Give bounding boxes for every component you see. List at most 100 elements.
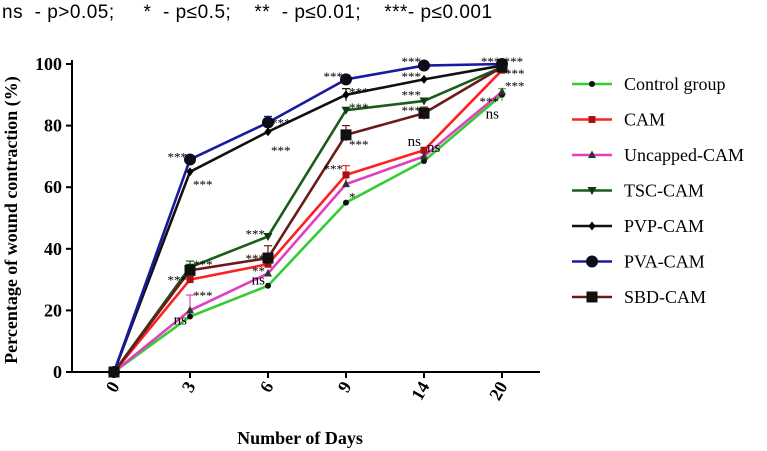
annotation-significance: *** (168, 273, 188, 288)
annotation-significance: *** (271, 115, 291, 130)
marker-pvp-cam (342, 90, 350, 100)
y-tick-label: 40 (44, 239, 62, 259)
significance-note: ns - p>0.05; * - p≤0.5; ** - p≤0.01; ***… (2, 2, 493, 23)
legend-label-sbd-cam: SBD-CAM (624, 287, 706, 307)
annotation-significance: *** (193, 288, 213, 303)
marker-uncapped-cam (498, 87, 506, 95)
annotation-ns: ns (252, 273, 266, 289)
annotation-significance: *** (505, 78, 525, 93)
legend-marker-control-group (589, 81, 595, 87)
marker-pva-cam (340, 73, 352, 86)
annotation-significance: *** (402, 54, 422, 69)
annotation-significance: *** (246, 251, 266, 266)
marker-tsc-cam (263, 232, 273, 241)
marker-sbd-cam (418, 107, 430, 119)
marker-control-group (421, 158, 427, 165)
annotation-significance: *** (246, 226, 266, 241)
marker-tsc-cam (341, 106, 351, 115)
annotation-significance: *** (480, 94, 500, 109)
legend-label-pva-cam: PVA-CAM (624, 252, 705, 272)
series-line-pva-cam (112, 62, 503, 373)
legend: Control group CAM Uncapped-CAM TSC-CAM PVP-C… (572, 74, 744, 307)
series-markers (108, 58, 508, 378)
marker-cam (420, 146, 428, 154)
marker-control-group (265, 282, 271, 289)
marker-uncapped-cam (264, 268, 272, 277)
legend-marker-sbd-cam (586, 291, 598, 303)
x-tick-label: 9 (334, 378, 356, 396)
marker-pvp-cam (186, 167, 194, 177)
x-tick-label: 0 (102, 378, 124, 396)
legend-label-control-group: Control group (624, 74, 726, 94)
marker-cam (264, 260, 272, 268)
series-line-cam (112, 69, 503, 373)
x-axis-label: Number of Days (237, 428, 363, 448)
legend-label-pvp-cam: PVP-CAM (624, 216, 704, 236)
annotation-significance: *** (402, 69, 422, 84)
x-tick-label: 20 (485, 378, 511, 404)
axes: 0 20 40 60 80 100 0 3 6 9 14 20 (35, 54, 540, 404)
x-tick-label: 14 (407, 378, 433, 404)
legend-label-cam: CAM (624, 110, 665, 130)
annotation-ns: ns (486, 106, 500, 122)
series-line-pvp-cam (112, 64, 503, 373)
marker-sbd-cam (108, 366, 120, 378)
series-line-control-group (113, 93, 503, 374)
marker-sbd-cam (340, 129, 352, 141)
legend-marker-pva-cam (586, 255, 598, 268)
marker-tsc-cam (419, 97, 429, 106)
legend-marker-cam (588, 116, 596, 123)
annotation-significance: *** (271, 143, 291, 158)
significance-annotations: ***************ns**************ns*******… (168, 54, 525, 329)
x-tick-label: 3 (178, 378, 200, 396)
annotation-significance: *** (402, 88, 422, 103)
y-tick-label: 20 (44, 300, 62, 320)
marker-pva-cam (418, 59, 430, 72)
annotation-significance: *** (349, 85, 369, 100)
series-line-uncapped-cam (113, 90, 503, 374)
series-line-tsc-cam (112, 65, 503, 373)
marker-pvp-cam (420, 74, 428, 84)
legend-label-tsc-cam: TSC-CAM (624, 181, 704, 201)
y-tick-label: 100 (35, 54, 62, 74)
annotation-ns: ns (408, 134, 422, 150)
legend-marker-pvp-cam (588, 221, 596, 231)
series-line-sbd-cam (112, 65, 503, 373)
marker-sbd-cam (262, 252, 274, 264)
y-tick-label: 0 (53, 362, 62, 382)
marker-cam (186, 276, 194, 284)
annotation-significance: *** (168, 149, 188, 164)
legend-marker-uncapped-cam (588, 150, 596, 158)
annotation-significance: *** (324, 162, 344, 177)
marker-pvp-cam (264, 127, 272, 137)
annotation-significance: *** (349, 137, 369, 152)
y-tick-label: 80 (44, 116, 62, 136)
marker-uncapped-cam (186, 305, 194, 314)
legend-label-uncapped-cam: Uncapped-CAM (624, 145, 744, 165)
annotation-significance: * (349, 189, 356, 204)
marker-uncapped-cam (342, 179, 350, 188)
annotation-ns: ns (174, 313, 188, 329)
marker-sbd-cam (184, 264, 196, 276)
marker-uncapped-cam (420, 151, 428, 160)
marker-pva-cam (184, 153, 196, 166)
annotation-significance: *** (324, 69, 344, 84)
annotation-significance: ** (252, 263, 265, 278)
marker-control-group (187, 313, 193, 320)
marker-control-group (343, 199, 349, 206)
marker-sbd-cam (496, 61, 508, 73)
annotation-ns: ns (427, 140, 441, 156)
annotation-significance: *** (349, 100, 369, 115)
annotation-significance: *** (505, 66, 525, 81)
x-tick-label: 6 (256, 378, 278, 396)
y-axis-label: Percentage of wound contraction (%) (1, 76, 22, 364)
marker-pva-cam (262, 116, 274, 129)
series-lines (112, 62, 503, 374)
annotation-significance: *** *** (481, 54, 523, 69)
y-tick-label: 60 (44, 177, 62, 197)
legend-marker-tsc-cam (587, 187, 597, 195)
annotation-significance: *** (402, 103, 422, 118)
annotation-significance: *** (193, 177, 213, 192)
marker-cam (342, 171, 350, 179)
